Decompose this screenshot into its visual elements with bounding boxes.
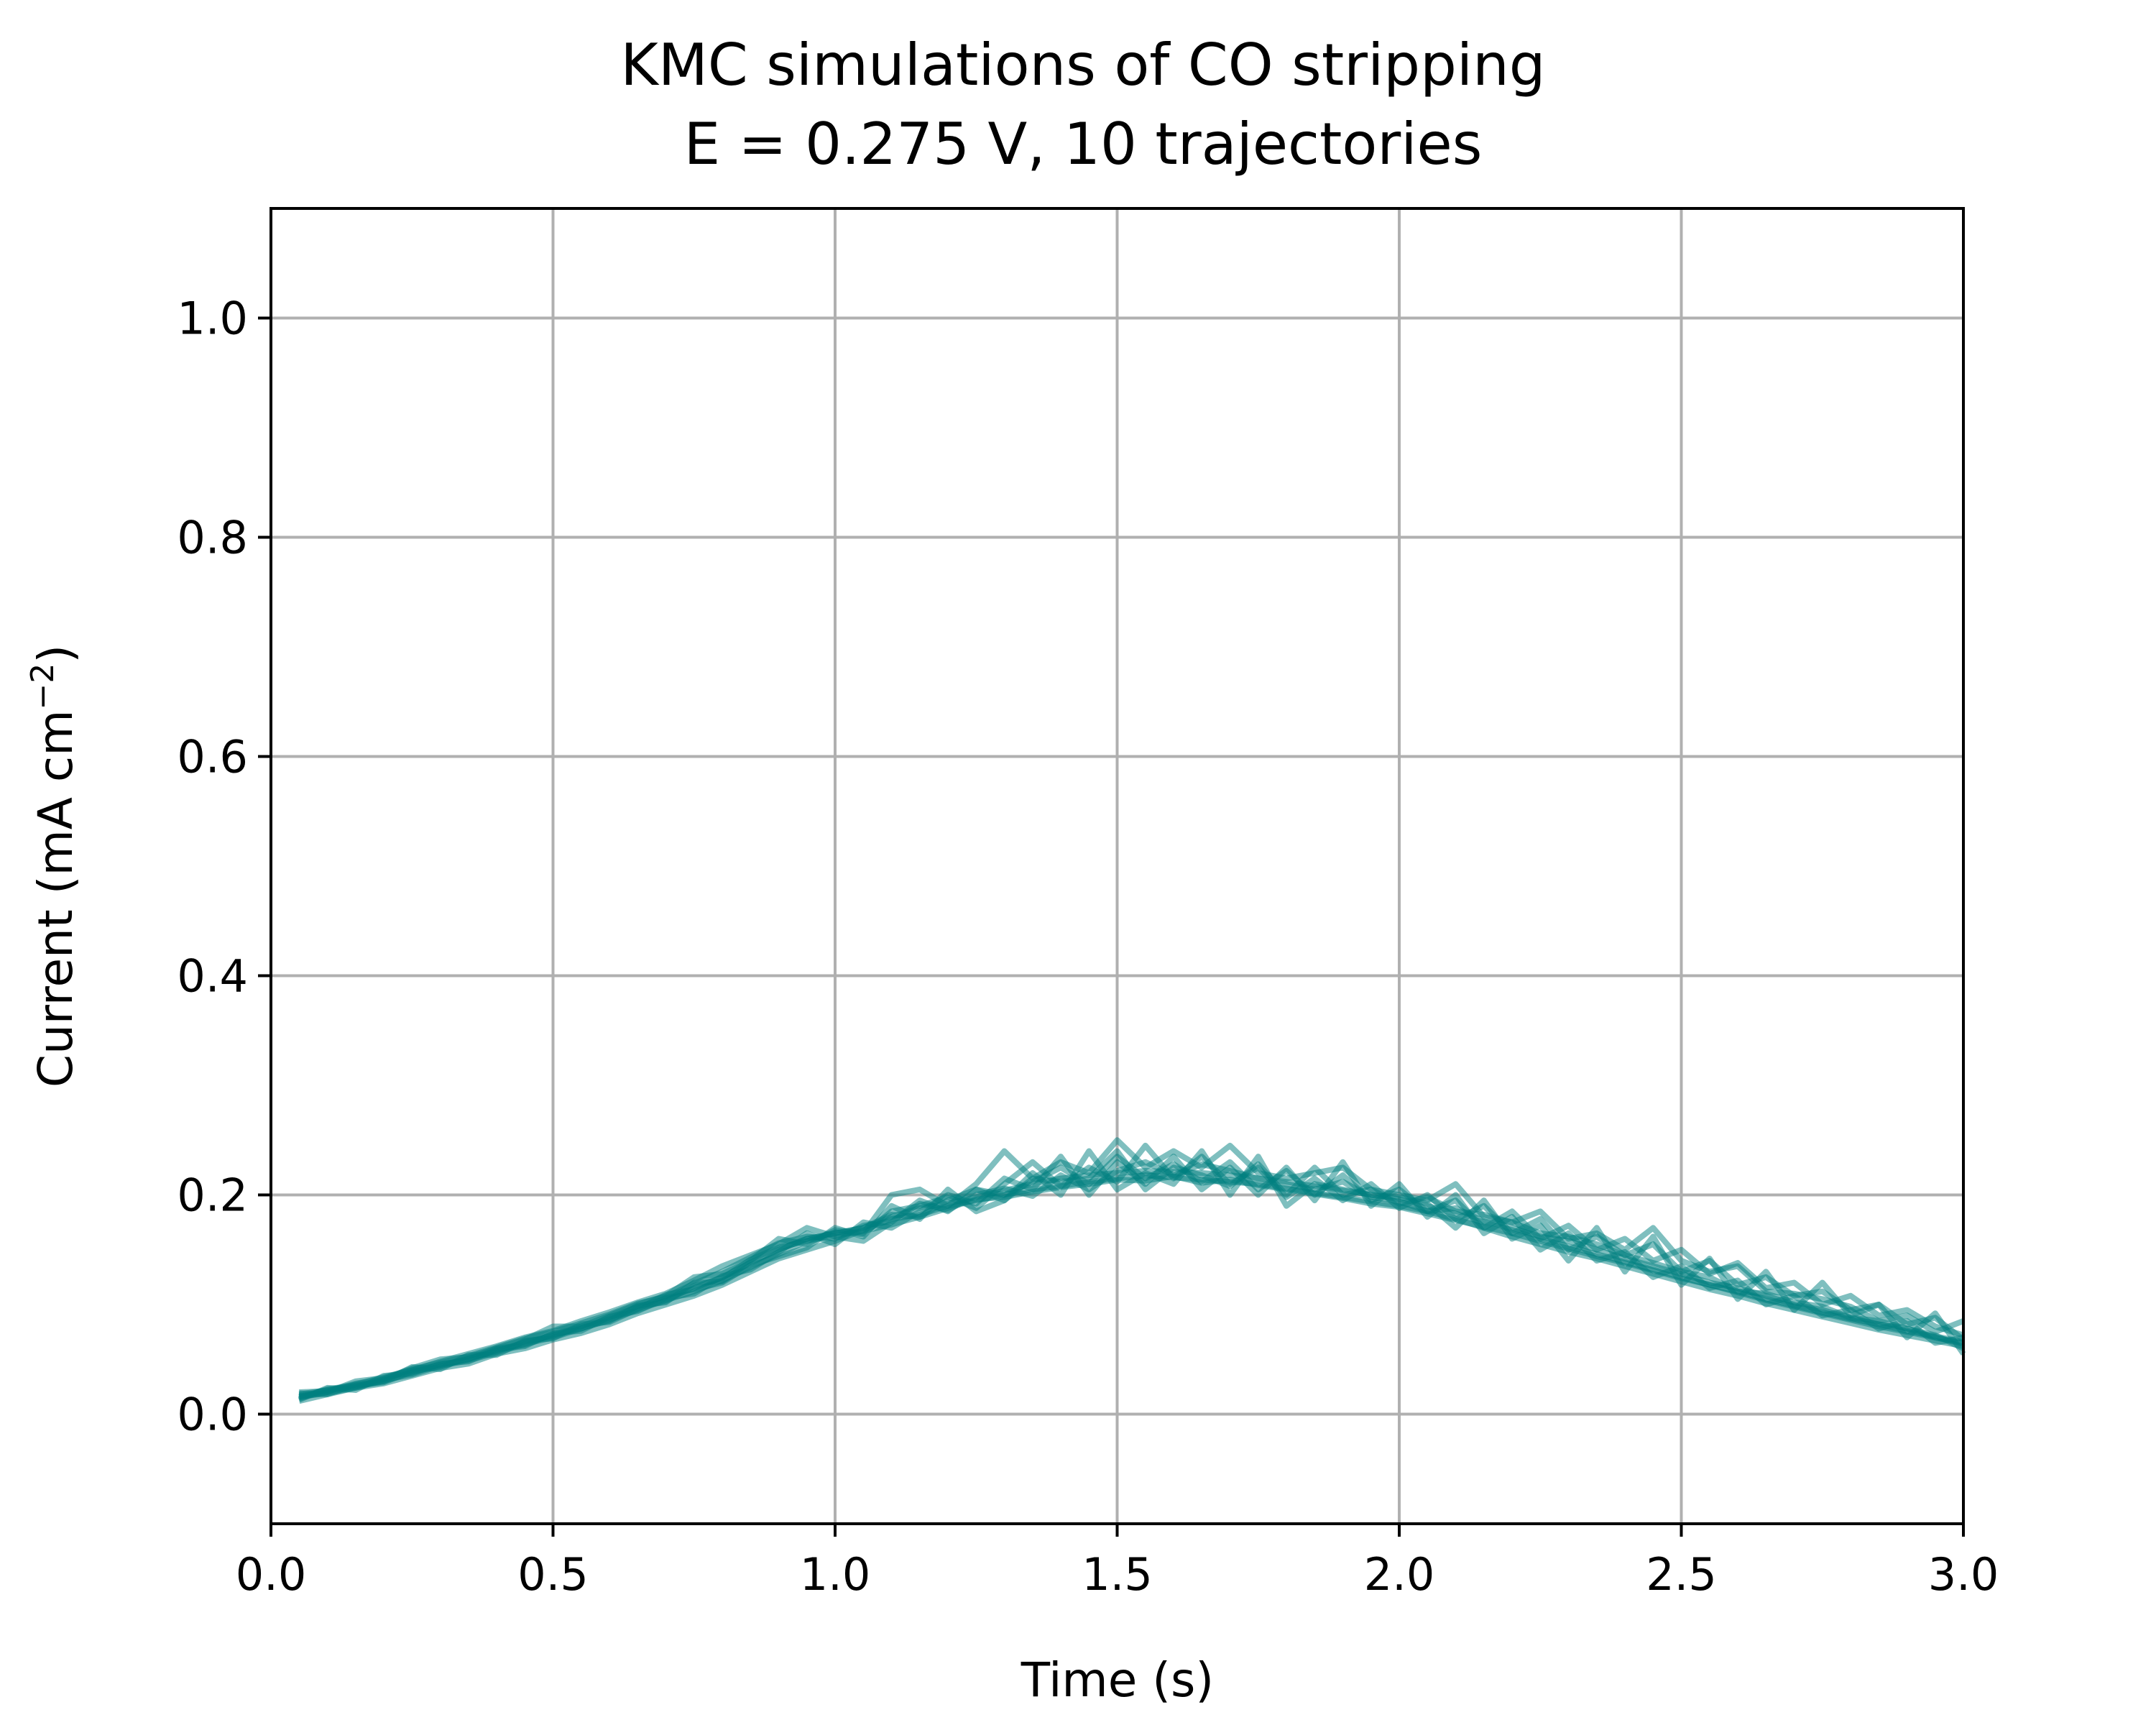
y-tick-label: 0.4 <box>177 950 248 1003</box>
y-axis-label: Current (mA cm−2) <box>24 645 83 1087</box>
y-tick-label: 0.2 <box>177 1169 248 1222</box>
y-axis-label-close: ) <box>28 645 83 663</box>
chart-title-line-2: E = 0.275 V, 10 trajectories <box>684 111 1483 178</box>
y-tick-label: 0.6 <box>177 731 248 783</box>
x-tick-label: 0.0 <box>236 1548 307 1601</box>
y-axis-label-main: Current (mA cm <box>28 710 83 1088</box>
x-tick-label: 2.5 <box>1646 1548 1717 1601</box>
chart-title-line-1: KMC simulations of CO stripping <box>620 32 1545 98</box>
y-tick-label: 0.8 <box>177 512 248 564</box>
y-tick-label: 1.0 <box>177 293 248 345</box>
y-tick-label: 0.0 <box>177 1389 248 1441</box>
data-series <box>298 1137 1966 1404</box>
series-line-trajectory-10 <box>298 1148 1964 1399</box>
x-tick-label: 0.5 <box>517 1548 589 1601</box>
x-axis-label: Time (s) <box>1021 1652 1214 1708</box>
grid-lines <box>270 208 1965 1524</box>
x-tick-label: 3.0 <box>1928 1548 1999 1601</box>
x-axis-ticks: 0.0 0.5 1.0 1.5 2.0 2.5 3.0 <box>236 1524 1999 1601</box>
x-tick-label: 2.0 <box>1364 1548 1435 1601</box>
y-axis-ticks: 0.0 0.2 0.4 0.6 0.8 1.0 <box>177 293 271 1441</box>
y-axis-label-superscript: −2 <box>24 663 61 710</box>
x-tick-label: 1.0 <box>800 1548 871 1601</box>
x-tick-label: 1.5 <box>1082 1548 1153 1601</box>
